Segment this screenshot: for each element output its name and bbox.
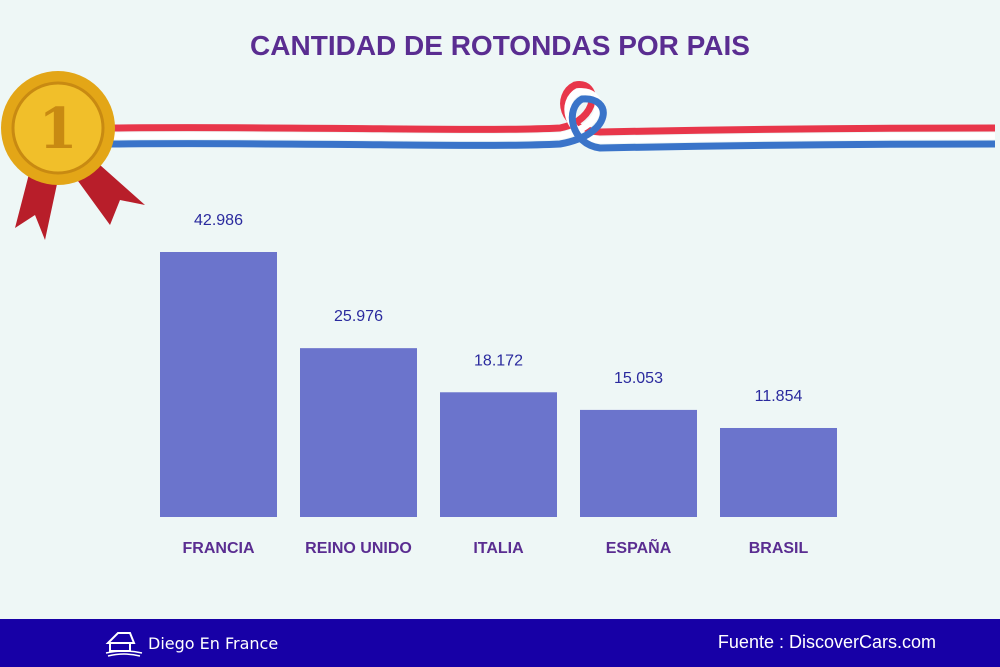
- data-label: 15.053: [614, 370, 663, 387]
- bar-5: [720, 427, 837, 517]
- bar-4: [580, 409, 697, 517]
- category-label: ITALIA: [473, 540, 524, 557]
- medal-icon: 1: [1, 71, 145, 240]
- data-label: 25.976: [334, 308, 383, 325]
- category-label: BRASIL: [749, 540, 809, 557]
- data-label: 18.172: [474, 352, 523, 369]
- brand-logo[interactable]: Diego En France: [104, 629, 278, 657]
- category-label: ESPAÑA: [606, 537, 672, 557]
- ribbon-decoration: [109, 81, 996, 152]
- source-text: Fuente : DiscoverCars.com: [717, 632, 936, 652]
- data-label: 11.854: [755, 388, 803, 405]
- brand-name: Diego En France: [148, 633, 279, 653]
- chart-title: CANTIDAD DE ROTONDAS POR PAIS: [250, 30, 750, 61]
- bar-3: [440, 392, 557, 517]
- category-label: REINO UNIDO: [305, 540, 412, 557]
- svg-text:1: 1: [39, 96, 78, 162]
- data-label: 42.986: [194, 212, 243, 229]
- house-icon: [105, 632, 143, 657]
- bar-2: [300, 348, 417, 517]
- category-label: FRANCIA: [183, 540, 255, 557]
- bar-chart: 1 42.986 FRANCIA 25.976 REINO UNIDO 18.172 IT…: [1, 71, 996, 557]
- footer: Diego En France Fuente : DiscoverCars.co…: [0, 619, 1000, 667]
- bar-1: [160, 252, 277, 518]
